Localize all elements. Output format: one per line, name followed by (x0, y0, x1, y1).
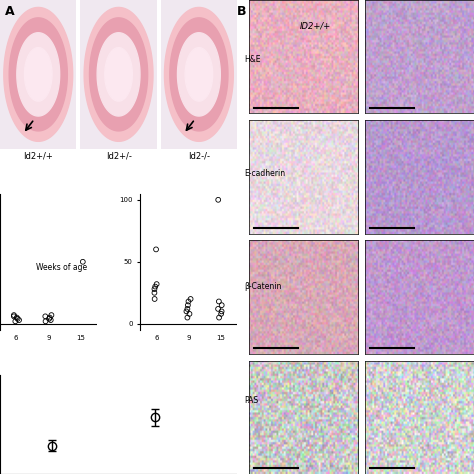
Text: E-cadherin: E-cadherin (244, 169, 285, 177)
Polygon shape (84, 8, 153, 141)
Point (151, 289, 158, 297)
Point (218, 308, 226, 315)
Polygon shape (177, 33, 220, 116)
Text: H&E: H&E (244, 55, 261, 64)
Point (153, 280, 160, 288)
Point (42, 318, 49, 325)
Polygon shape (105, 47, 132, 101)
Point (183, 305, 191, 313)
Point (13, 314, 20, 321)
Point (217, 310, 225, 318)
Point (10, 312, 18, 320)
Point (214, 196, 222, 204)
X-axis label: Id2+/-: Id2+/- (106, 152, 131, 161)
X-axis label: Id2-/-: Id2-/- (188, 152, 210, 161)
Point (185, 298, 192, 305)
Point (15, 316, 23, 324)
Point (47, 316, 55, 324)
Point (11, 318, 19, 325)
Polygon shape (185, 47, 213, 101)
X-axis label: Id2+/+: Id2+/+ (23, 152, 53, 161)
Point (151, 295, 158, 303)
Polygon shape (164, 8, 233, 141)
Point (151, 285, 158, 293)
Text: ID2+/+: ID2+/+ (300, 21, 331, 30)
Point (218, 301, 226, 309)
Point (79, 258, 87, 265)
Point (214, 305, 222, 313)
Polygon shape (90, 18, 147, 131)
Point (215, 298, 223, 305)
Polygon shape (4, 8, 73, 141)
Point (46, 314, 54, 321)
Text: A: A (5, 5, 14, 18)
Point (45, 315, 53, 323)
Text: B: B (237, 5, 246, 18)
Point (48, 311, 55, 319)
Point (152, 246, 160, 253)
Point (182, 308, 190, 315)
Polygon shape (170, 18, 228, 131)
Polygon shape (9, 18, 67, 131)
Polygon shape (17, 33, 60, 116)
Point (151, 283, 159, 291)
Point (183, 314, 191, 321)
Text: PAS: PAS (244, 396, 258, 405)
Point (186, 310, 193, 318)
Point (42, 312, 49, 320)
Point (184, 301, 191, 309)
Text: Weeks of age: Weeks of age (36, 263, 87, 272)
Polygon shape (25, 47, 52, 101)
Point (14, 315, 21, 323)
Point (10, 311, 18, 319)
Point (187, 295, 194, 303)
Text: β-Catenin: β-Catenin (244, 283, 282, 291)
Point (215, 314, 223, 321)
Polygon shape (97, 33, 140, 116)
